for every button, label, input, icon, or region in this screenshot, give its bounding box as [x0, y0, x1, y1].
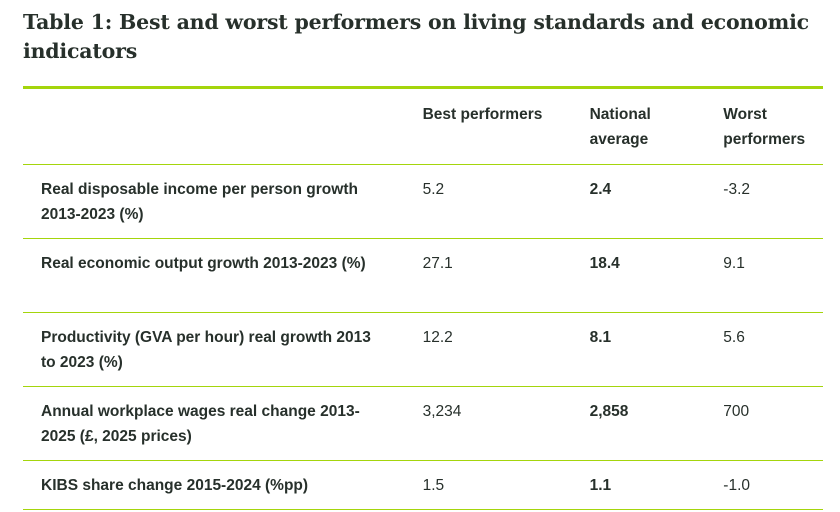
table-row: Productivity (GVA per hour) real growth …: [23, 313, 823, 387]
worst-value: -1.0: [723, 477, 750, 494]
worst-value: 5.6: [723, 329, 745, 346]
national-value: 2.4: [589, 181, 612, 198]
worst-value: -3.2: [723, 181, 750, 198]
row-label: Productivity (GVA per hour) real growth …: [41, 329, 371, 371]
best-value: 12.2: [422, 329, 453, 346]
national-value: 18.4: [589, 255, 620, 272]
national-value: 1.1: [589, 477, 612, 494]
row-label: Real disposable income per person growth…: [41, 181, 358, 223]
worst-value: 700: [723, 403, 750, 420]
table-title: Table 1: Best and worst performers on li…: [23, 10, 809, 63]
national-value: 8.1: [589, 329, 612, 346]
header-best: Best performers: [422, 106, 543, 123]
worst-value: 9.1: [723, 255, 745, 272]
best-value: 27.1: [422, 255, 453, 272]
table-row: Real economic output growth 2013-2023 (%…: [23, 239, 823, 313]
best-value: 5.2: [422, 181, 445, 198]
header-national: National average: [589, 106, 651, 148]
national-value: 2,858: [589, 403, 629, 420]
header-indicator: [23, 88, 423, 165]
best-value: 3,234: [422, 403, 462, 420]
table-header-row: Best performers National average Worst p…: [23, 87, 823, 165]
row-label: Real economic output growth 2013-2023 (%…: [41, 255, 366, 272]
table-row: KIBS share change 2015-2024 (%pp) 1.5 1.1 -…: [23, 461, 823, 510]
table-row: Real disposable income per person growth…: [23, 165, 823, 239]
best-value: 1.5: [422, 477, 445, 494]
header-worst: Worst performers: [723, 106, 806, 148]
performers-table: Best performers National average Worst p…: [23, 86, 823, 510]
row-label: Annual workplace wages real change 2013-…: [41, 403, 360, 445]
row-label: KIBS share change 2015-2024 (%pp): [41, 477, 309, 494]
table-row: Annual workplace wages real change 2013-…: [23, 387, 823, 461]
